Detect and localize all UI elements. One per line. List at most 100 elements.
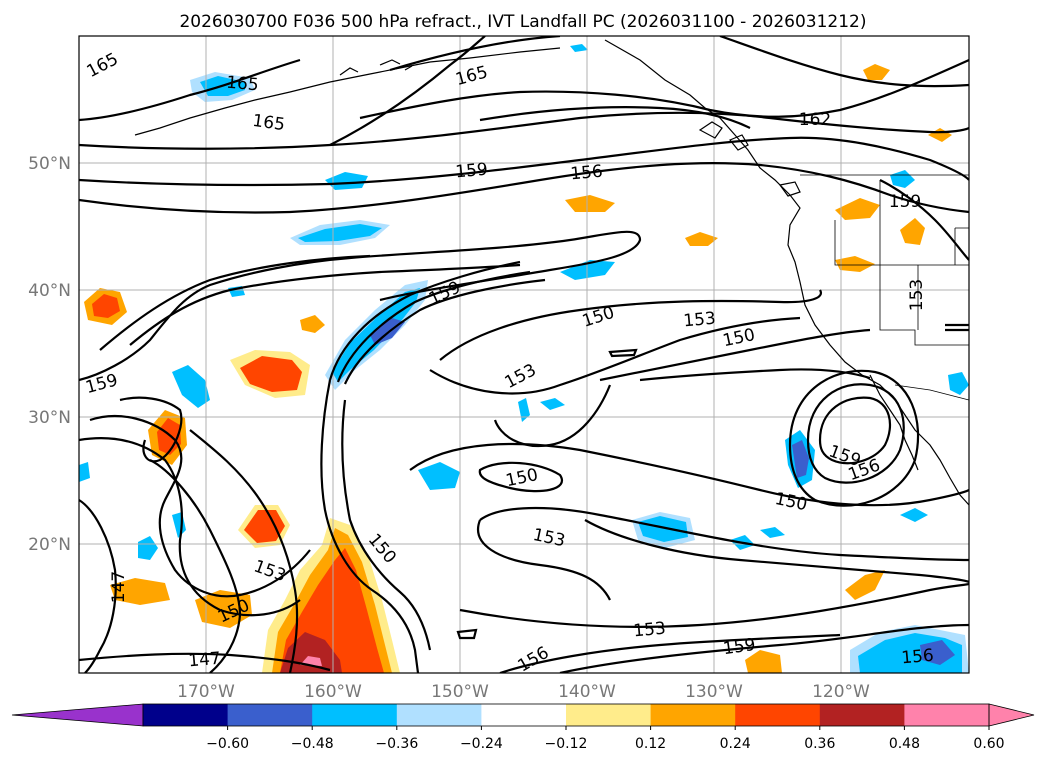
colorbar-bin — [735, 704, 821, 726]
contour-153-south — [479, 506, 969, 562]
island-1 — [698, 121, 749, 151]
state-border-4 — [954, 227, 969, 265]
contour-jet-inner-2 — [336, 270, 531, 383]
contour-label: 147 — [188, 649, 222, 672]
colorbar-tick-label: −0.12 — [545, 736, 588, 752]
shade-neg-5 — [172, 365, 210, 408]
contour-label: 159 — [455, 160, 489, 183]
lon-tick-label: 170°W — [177, 682, 235, 702]
colorbar-tick-label: 0.36 — [804, 736, 835, 752]
shade-neg-17 — [900, 508, 928, 522]
contour-w-loop-2 — [89, 415, 311, 598]
colorbar-bin — [819, 704, 905, 726]
colorbar-tick-label: 0.12 — [635, 736, 666, 752]
shade-neg-14 — [540, 398, 565, 410]
shade-neg-16 — [760, 527, 785, 538]
colorbar: −0.60 −0.48 −0.36 −0.24 −0.12 0.12 0.24 0.36 0.4… — [11, 703, 1035, 752]
contour-label: 153 — [683, 309, 717, 332]
contour-label: 156 — [901, 646, 935, 669]
lon-tick-label: 120°W — [812, 682, 870, 702]
colorbar-bin — [143, 704, 229, 726]
shade-neg-7 — [418, 462, 460, 490]
state-border-2 — [879, 265, 969, 346]
colorbar-tick-label: −0.60 — [206, 736, 249, 752]
shade-neg-19 — [890, 170, 915, 188]
lat-tick-label: 50°N — [28, 154, 71, 174]
contour-165-b — [359, 58, 969, 120]
contour-150-west — [149, 459, 242, 673]
shade-pos-8 — [565, 195, 615, 212]
contour-w-loop-1 — [119, 396, 183, 463]
contour-159-upper — [79, 136, 969, 187]
lat-tick-label: 20°N — [28, 535, 71, 555]
alaska-islands — [339, 59, 413, 76]
colorbar-tick-label: −0.48 — [291, 736, 334, 752]
contour-small-1 — [608, 348, 638, 358]
colorbar-tick-label: 0.48 — [889, 736, 920, 752]
map-frame — [78, 35, 970, 674]
contour-jet-inner-3 — [343, 278, 546, 385]
contour-150-mid — [439, 289, 823, 361]
lon-tick-label: 130°W — [685, 682, 743, 702]
colorbar-bin — [481, 704, 567, 726]
contour-label: 165 — [225, 73, 259, 96]
shade-neg-8b — [638, 516, 688, 542]
contour-jet-south-2 — [341, 399, 432, 651]
us-mexico-border — [894, 384, 969, 401]
shade-neg-18 — [948, 372, 969, 395]
contour-147-bottom — [79, 652, 331, 672]
colorbar-tick-label: 0.60 — [973, 736, 1004, 752]
contour-156-upper — [79, 162, 969, 214]
shade-neg-3 — [325, 172, 368, 190]
colorbar-tick-label: −0.24 — [460, 736, 503, 752]
shade-pos-15 — [845, 570, 885, 600]
contour-lines — [79, 36, 969, 673]
contour-159-bottom — [559, 623, 969, 673]
shade-pos-7 — [110, 578, 170, 605]
shade-neg-2b — [298, 224, 382, 242]
contour-ne-2 — [329, 36, 486, 146]
map-panel: 165 165 165 165 162 159 156 159 159 150 … — [28, 35, 970, 702]
shade-neg-13 — [518, 398, 530, 422]
lon-tick-label: 140°W — [558, 682, 616, 702]
latitude-labels: 50°N 40°N 30°N 20°N — [28, 154, 71, 555]
lat-tick-label: 40°N — [28, 281, 71, 301]
map-background — [79, 36, 969, 673]
contour-label: 159 — [889, 192, 921, 212]
colorbar-ticks: −0.60 −0.48 −0.36 −0.24 −0.12 0.12 0.24 0.36 0.4… — [206, 726, 1005, 752]
colorbar-bin — [566, 704, 652, 726]
shade-pos-16 — [745, 650, 782, 673]
contour-147-west — [79, 499, 117, 673]
contour-153-south-2 — [477, 519, 611, 601]
lat-tick-label: 30°N — [28, 408, 71, 428]
contour-153-west — [189, 429, 299, 673]
shade-pos-5b — [92, 294, 120, 318]
shade-pos-17 — [300, 315, 325, 333]
borders — [800, 174, 969, 401]
shade-neg-21 — [570, 44, 588, 52]
contour-150-s2 — [584, 519, 969, 584]
shade-neg-jet-c — [370, 318, 405, 345]
colorbar-tick-label: 0.24 — [720, 736, 751, 752]
contour-156-bottom — [499, 633, 841, 673]
contour-153-bottom — [459, 582, 969, 628]
contour-east-159 — [879, 179, 969, 261]
contour-162 — [79, 111, 969, 150]
contour-w-loop-3 — [79, 437, 301, 617]
colorbar-extend-under — [11, 703, 144, 727]
colorbar-bin — [312, 704, 398, 726]
contour-low-1 — [818, 396, 892, 465]
contour-small-3 — [945, 323, 969, 332]
shade-pos-13 — [863, 64, 890, 80]
contour-label: 165 — [251, 111, 286, 135]
longitude-labels: 170°W 160°W 150°W 140°W 130°W 120°W — [177, 682, 870, 702]
shade-pos-11 — [835, 256, 875, 272]
shade-pos-9 — [685, 232, 718, 246]
shade-pos-4b — [157, 418, 181, 455]
contour-low-2 — [806, 383, 905, 484]
contour-ne-1 — [479, 106, 751, 129]
contour-150-loop — [478, 461, 563, 493]
contour-165-north — [79, 58, 301, 122]
contour-small-2 — [456, 628, 478, 640]
